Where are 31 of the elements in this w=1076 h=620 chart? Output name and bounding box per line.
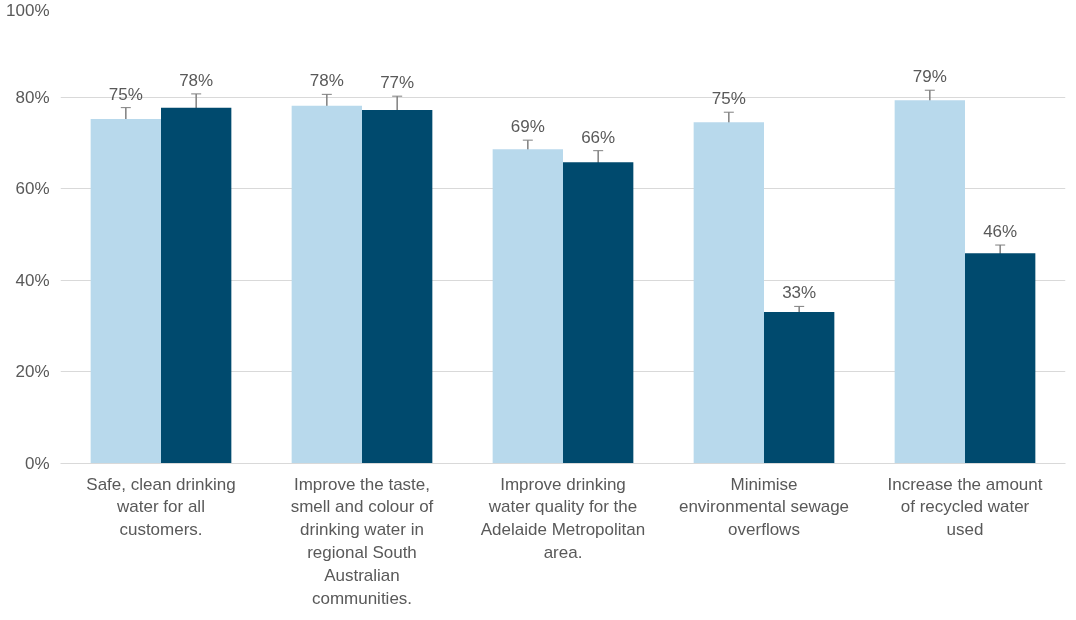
x-tick-label: Increase the amount of recycled water used bbox=[887, 474, 1043, 540]
x-tick-label: Safe, clean drinking water for all customers. bbox=[86, 474, 236, 540]
data-label: 78% bbox=[179, 70, 214, 90]
data-label: 78% bbox=[309, 71, 344, 91]
data-label: 79% bbox=[912, 67, 947, 87]
bar bbox=[161, 107, 232, 464]
bar bbox=[90, 119, 161, 464]
data-label: 77% bbox=[380, 73, 415, 93]
bar bbox=[492, 149, 563, 464]
y-tick-label: 60% bbox=[15, 179, 50, 199]
x-tick-label: Improve the taste, smell and colour of drinking water in regional South Australian communities. bbox=[290, 474, 434, 608]
bar bbox=[764, 311, 835, 464]
data-label: 69% bbox=[510, 117, 545, 137]
bar bbox=[563, 162, 634, 464]
y-tick-label: 80% bbox=[15, 87, 50, 107]
y-tick-label: 40% bbox=[15, 270, 50, 290]
data-label: 75% bbox=[711, 89, 746, 109]
y-tick-label: 100% bbox=[6, 0, 50, 20]
data-label: 46% bbox=[983, 222, 1018, 242]
bar bbox=[894, 100, 965, 464]
data-label: 33% bbox=[782, 283, 817, 303]
bar bbox=[693, 122, 764, 464]
bar bbox=[362, 109, 433, 464]
bar bbox=[291, 105, 362, 464]
x-tick-label: Improve drinking water quality for the Adelaide Metropolitan area. bbox=[480, 474, 646, 562]
bar bbox=[965, 253, 1036, 464]
y-tick-label: 20% bbox=[15, 362, 50, 382]
x-tick-label: Minimise environmental sewage overflows bbox=[678, 474, 850, 540]
y-tick-label: 0% bbox=[24, 454, 50, 473]
data-label: 75% bbox=[108, 84, 143, 104]
data-label: 66% bbox=[581, 127, 616, 147]
